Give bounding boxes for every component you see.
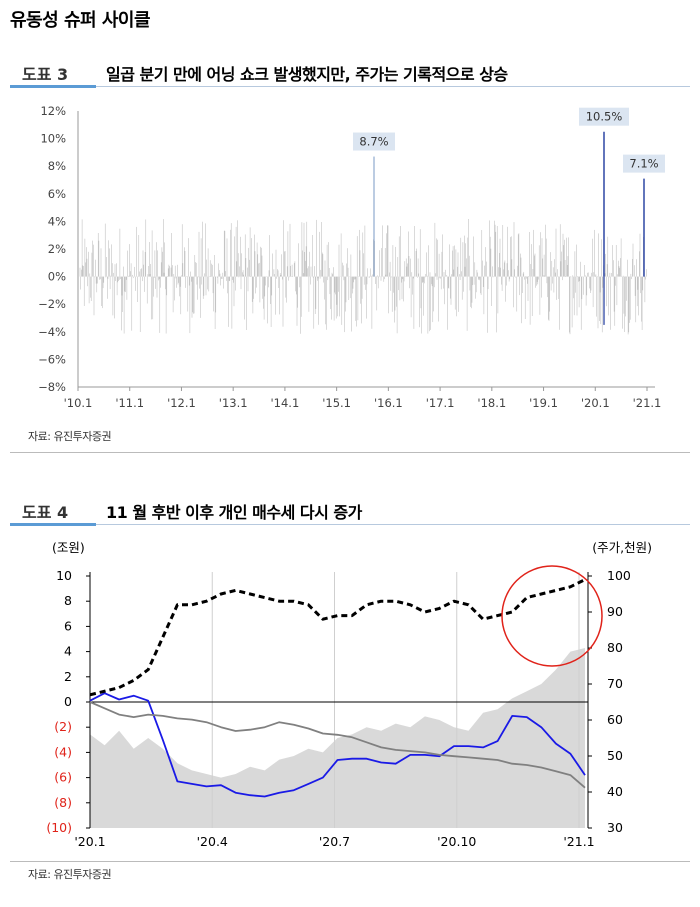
right-tick-label: 70	[607, 676, 623, 691]
left-tick-label: (6)	[54, 770, 72, 785]
figure4-divider	[96, 524, 690, 525]
left-tick-label: 0	[64, 694, 72, 709]
figure3-header: 도표 3 일곱 분기 만에 어닝 쇼크 발생했지만, 주가는 기록적으로 상승	[10, 59, 690, 88]
x-tick-label: '14.1	[271, 396, 300, 410]
left-tick-label: 2	[64, 669, 72, 684]
x-tick-label: '21.1	[633, 396, 662, 410]
figure3-underline	[10, 85, 96, 88]
right-tick-label: 40	[607, 784, 623, 799]
x-tick-label: '20.10	[437, 834, 476, 849]
y-tick-label: 10%	[40, 132, 66, 146]
figure3-bottom-rule	[10, 452, 690, 453]
x-tick-label: '16.1	[374, 396, 403, 410]
left-tick-label: 8	[64, 593, 72, 608]
right-tick-label: 90	[607, 604, 623, 619]
x-tick-label: '17.1	[426, 396, 455, 410]
x-tick-label: '10.1	[64, 396, 93, 410]
figure3-chart: 12% 10% 8% 6% 4% 2% 0% −2% −4% −6% −8% '10.1 '11.1 '1…	[38, 104, 665, 410]
figure3-label: 도표 3	[22, 65, 69, 84]
figure4-title: 11 월 후반 이후 개인 매수세 다시 증가	[106, 503, 362, 522]
y-tick-label: −8%	[38, 380, 66, 394]
figure3-title: 일곱 분기 만에 어닝 쇼크 발생했지만, 주가는 기록적으로 상승	[106, 65, 508, 84]
figure4-source: 자료: 유진투자증권	[28, 868, 112, 881]
x-tick-label: '18.1	[477, 396, 506, 410]
figure4-label: 도표 4	[22, 503, 69, 522]
left-tick-label: (8)	[54, 795, 72, 810]
annotation-box	[623, 154, 665, 173]
right-tick-label: 100	[607, 568, 631, 583]
stock-price-line	[89, 578, 586, 697]
stock-volume-area	[90, 648, 585, 828]
section-title: 유동성 슈퍼 사이클	[10, 10, 151, 31]
x-tick-label: '13.1	[219, 396, 248, 410]
y-tick-label: 6%	[48, 187, 66, 201]
foreign-net-buy-line	[89, 701, 586, 789]
left-tick-label: 4	[64, 644, 72, 659]
x-tick-label: '11.1	[115, 396, 144, 410]
annotation-label: 7.1%	[629, 157, 658, 171]
right-tick-label: 80	[607, 640, 623, 655]
highlight-circle	[501, 565, 603, 667]
figure4-chart: (조원) (주가,천원) 10 8 6 4 2 0 (2) (4) (6) (8) (10) 100 90 8…	[46, 540, 652, 849]
figure4-underline	[10, 523, 96, 526]
y-tick-label: −2%	[38, 297, 66, 311]
figure3-divider	[96, 86, 690, 87]
individual-net-buy-line	[89, 692, 586, 798]
figure4-header: 도표 4 11 월 후반 이후 개인 매수세 다시 증가	[10, 497, 690, 526]
left-tick-label: 6	[64, 618, 72, 633]
x-tick-label: '20.1	[74, 834, 105, 849]
daily-return-bars	[79, 219, 647, 335]
y-tick-label: 12%	[40, 104, 66, 118]
y-tick-label: 8%	[48, 159, 66, 173]
left-axis-title: (조원)	[52, 540, 85, 555]
y-tick-label: 0%	[48, 270, 66, 284]
y-tick-label: −6%	[38, 352, 66, 366]
right-tick-label: 30	[607, 820, 623, 835]
left-tick-label: 10	[56, 568, 72, 583]
right-tick-label: 60	[607, 712, 623, 727]
right-axis-title: (주가,천원)	[592, 540, 652, 555]
x-tick-label: '20.4	[197, 834, 228, 849]
annotation-label: 10.5%	[586, 110, 623, 124]
y-tick-label: −4%	[38, 325, 66, 339]
x-tick-label: '20.1	[581, 396, 610, 410]
annotation-box	[579, 107, 629, 126]
y-tick-label: 4%	[48, 214, 66, 228]
figure3-source: 자료: 유진투자증권	[28, 430, 112, 443]
annotation-box	[353, 132, 395, 151]
x-tick-label: '19.1	[529, 396, 558, 410]
left-tick-label: (4)	[54, 744, 72, 759]
y-tick-label: 2%	[48, 242, 66, 256]
return-bar-series	[79, 219, 647, 335]
annotation-label: 8.7%	[359, 135, 388, 149]
x-tick-label: '15.1	[322, 396, 351, 410]
x-tick-label: '12.1	[167, 396, 196, 410]
right-tick-label: 50	[607, 748, 623, 763]
left-tick-label: (2)	[54, 719, 72, 734]
x-tick-label: '20.7	[319, 834, 350, 849]
left-tick-label: (10)	[46, 820, 72, 835]
x-tick-label: '21.1	[563, 834, 594, 849]
figure4-bottom-rule	[10, 861, 690, 862]
